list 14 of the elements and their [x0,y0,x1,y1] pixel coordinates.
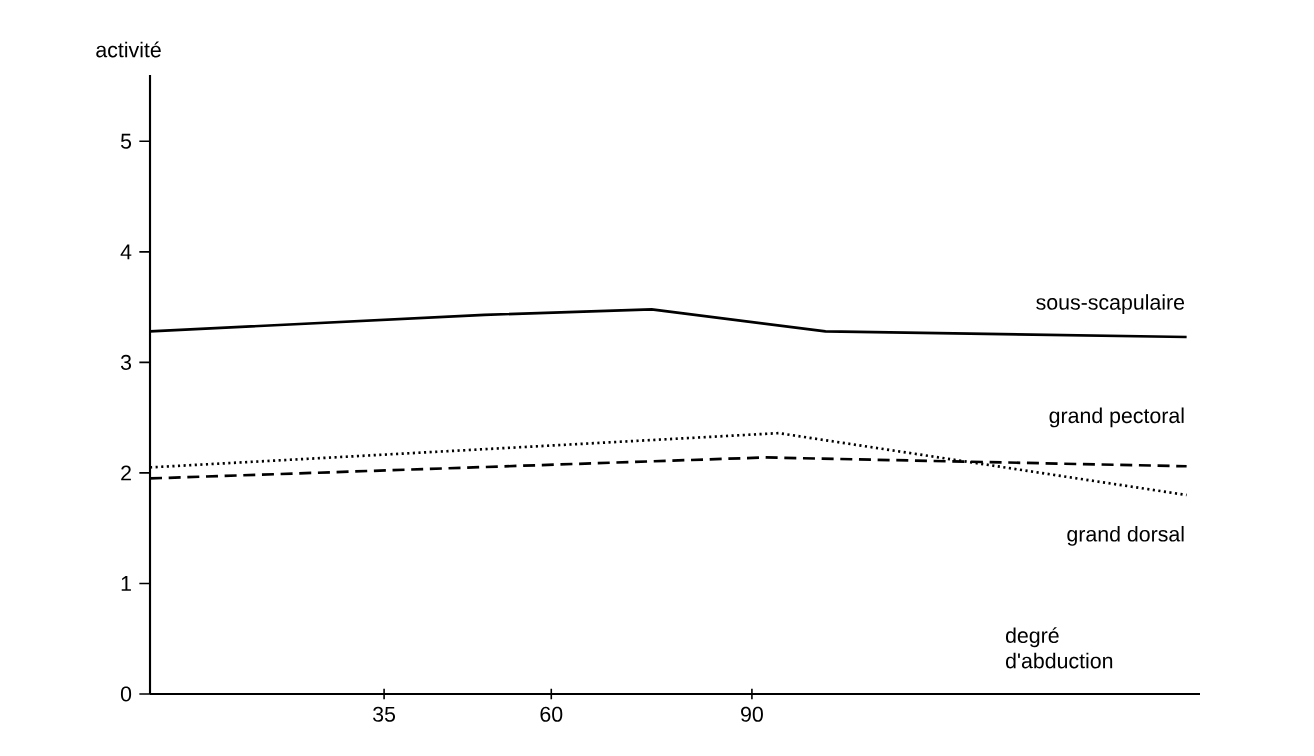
y-tick-label: 1 [121,576,131,591]
y-tick-label: 3 [120,354,132,370]
x-tick-label: 60 [540,706,563,722]
series-label: sous-scapulaire [1036,294,1185,315]
y-tick-label: 5 [120,133,132,149]
x-axis-title: degré d'abduction [1005,627,1113,669]
x-tick-label: 90 [741,706,763,722]
x-tick-label: 35 [373,706,396,722]
y-tick-label: 4 [120,244,132,260]
y-axis-title: activité [96,41,161,58]
series-label: grand pectoral [1049,407,1184,428]
series-label: grand dorsal [1067,525,1184,546]
y-tick-label: 0 [120,686,132,702]
y-tick-label: 2 [121,465,131,481]
